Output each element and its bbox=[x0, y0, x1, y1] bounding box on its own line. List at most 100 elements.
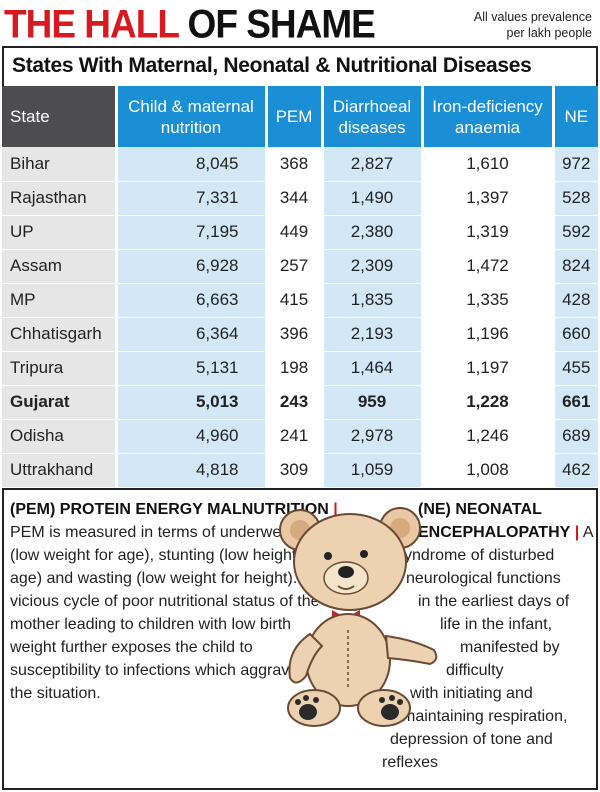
value-cell: 1,464 bbox=[322, 351, 424, 386]
title-part-red: THE HALL bbox=[4, 2, 179, 47]
table-row: Chhatisgarh 6,364 396 2,193 1,196 660 bbox=[2, 317, 598, 352]
state-cell: Rajasthan bbox=[2, 181, 118, 216]
state-cell: Gujarat bbox=[2, 385, 118, 420]
header: THE HALL OF SHAME All values prevalence … bbox=[0, 0, 600, 46]
value-cell: 1,059 bbox=[322, 453, 424, 488]
ne-line: with initiating and bbox=[410, 685, 533, 702]
ne-line: manifested by bbox=[460, 639, 560, 656]
value-cell: 1,397 bbox=[422, 181, 555, 216]
units-note-line1: All values prevalence bbox=[473, 10, 592, 24]
value-cell: 455 bbox=[553, 351, 598, 386]
table-body: Bihar 8,045 368 2,827 1,610 972 Rajasthan 7,331… bbox=[2, 147, 598, 488]
value-cell: 824 bbox=[553, 249, 598, 284]
value-cell: 972 bbox=[553, 147, 598, 182]
table-header-row: State Child & maternal nutrition PEM Diar… bbox=[2, 86, 598, 147]
ne-definition: (NE) NEONATAL ENCEPHALOPATHY | A syndrom… bbox=[382, 498, 594, 774]
value-cell: 1,246 bbox=[422, 419, 555, 454]
value-cell: 4,960 bbox=[116, 419, 268, 454]
value-cell: 5,131 bbox=[116, 351, 268, 386]
value-cell: 1,008 bbox=[422, 453, 555, 488]
state-cell: Chhatisgarh bbox=[2, 317, 118, 352]
ne-heading-line2: ENCEPHALOPATHY bbox=[418, 524, 571, 541]
ne-first-word: A bbox=[582, 524, 594, 541]
value-cell: 7,331 bbox=[116, 181, 268, 216]
value-cell: 449 bbox=[266, 215, 324, 250]
table-row: UP 7,195 449 2,380 1,319 592 bbox=[2, 215, 598, 250]
table-subtitle: States With Maternal, Neonatal & Nutriti… bbox=[12, 54, 532, 77]
table-row: Gujarat 5,013 243 959 1,228 661 bbox=[2, 385, 598, 420]
ne-line: maintaining respiration, bbox=[402, 708, 568, 725]
value-cell: 592 bbox=[553, 215, 598, 250]
units-note: All values prevalence per lakh people bbox=[474, 9, 592, 41]
state-cell: UP bbox=[2, 215, 118, 250]
pem-separator: | bbox=[333, 501, 338, 518]
ne-line: life in the infant, bbox=[440, 616, 553, 633]
value-cell: 5,013 bbox=[116, 385, 268, 420]
value-cell: 2,380 bbox=[322, 215, 424, 250]
value-cell: 661 bbox=[553, 385, 598, 420]
ne-heading-line1: (NE) NEONATAL bbox=[418, 501, 542, 518]
disease-table: State Child & maternal nutrition PEM Diar… bbox=[2, 86, 598, 488]
column-header-ne: NE bbox=[553, 86, 598, 147]
units-note-line2: per lakh people bbox=[506, 26, 592, 40]
value-cell: 1,490 bbox=[322, 181, 424, 216]
pem-body: PEM is measured in terms of underweight … bbox=[10, 524, 329, 702]
value-cell: 309 bbox=[266, 453, 324, 488]
value-cell: 6,364 bbox=[116, 317, 268, 352]
state-cell: MP bbox=[2, 283, 118, 318]
value-cell: 243 bbox=[266, 385, 324, 420]
value-cell: 198 bbox=[266, 351, 324, 386]
value-cell: 8,045 bbox=[116, 147, 268, 182]
value-cell: 462 bbox=[553, 453, 598, 488]
definitions-box bbox=[2, 488, 598, 790]
value-cell: 2,309 bbox=[322, 249, 424, 284]
table-row: Assam 6,928 257 2,309 1,472 824 bbox=[2, 249, 598, 284]
value-cell: 257 bbox=[266, 249, 324, 284]
table-row: MP 6,663 415 1,835 1,335 428 bbox=[2, 283, 598, 318]
pem-heading: (PEM) PROTEIN ENERGY MALNUTRITION bbox=[10, 501, 329, 518]
table-row: Bihar 8,045 368 2,827 1,610 972 bbox=[2, 147, 598, 182]
value-cell: 1,228 bbox=[422, 385, 555, 420]
value-cell: 1,319 bbox=[422, 215, 555, 250]
column-header-state: State bbox=[2, 86, 118, 147]
value-cell: 415 bbox=[266, 283, 324, 318]
ne-line: neurological functions bbox=[406, 570, 561, 587]
value-cell: 1,472 bbox=[422, 249, 555, 284]
ne-line: in the earliest days of bbox=[418, 593, 570, 610]
ne-separator: | bbox=[574, 524, 580, 541]
subtitle-box: States With Maternal, Neonatal & Nutriti… bbox=[2, 46, 598, 86]
value-cell: 959 bbox=[322, 385, 424, 420]
table-row: Rajasthan 7,331 344 1,490 1,397 528 bbox=[2, 181, 598, 216]
value-cell: 2,193 bbox=[322, 317, 424, 352]
value-cell: 528 bbox=[553, 181, 598, 216]
column-header-diarrhoeal: Diarrhoeal diseases bbox=[322, 86, 424, 147]
state-cell: Uttrakhand bbox=[2, 453, 118, 488]
value-cell: 241 bbox=[266, 419, 324, 454]
value-cell: 1,197 bbox=[422, 351, 555, 386]
value-cell: 1,610 bbox=[422, 147, 555, 182]
title-part-black: OF SHAME bbox=[187, 2, 376, 47]
value-cell: 7,195 bbox=[116, 215, 268, 250]
value-cell: 428 bbox=[553, 283, 598, 318]
value-cell: 689 bbox=[553, 419, 598, 454]
state-cell: Tripura bbox=[2, 351, 118, 386]
ne-line: depression of tone and bbox=[390, 731, 553, 748]
value-cell: 1,196 bbox=[422, 317, 555, 352]
page-title: THE HALL OF SHAME bbox=[4, 2, 376, 47]
column-header-pem: PEM bbox=[266, 86, 324, 147]
table-row: Tripura 5,131 198 1,464 1,197 455 bbox=[2, 351, 598, 386]
teddy-bear-illustration bbox=[279, 507, 438, 727]
value-cell: 344 bbox=[266, 181, 324, 216]
ne-line: syndrome of disturbed bbox=[396, 547, 555, 564]
ne-line: difficulty bbox=[446, 662, 504, 679]
value-cell: 660 bbox=[553, 317, 598, 352]
state-cell: Bihar bbox=[2, 147, 118, 182]
value-cell: 4,818 bbox=[116, 453, 268, 488]
value-cell: 396 bbox=[266, 317, 324, 352]
value-cell: 2,827 bbox=[322, 147, 424, 182]
value-cell: 1,835 bbox=[322, 283, 424, 318]
column-header-anaemia: Iron-deficiency anaemia bbox=[422, 86, 555, 147]
column-header-child-maternal: Child & maternal nutrition bbox=[116, 86, 268, 147]
value-cell: 6,663 bbox=[116, 283, 268, 318]
value-cell: 368 bbox=[266, 147, 324, 182]
